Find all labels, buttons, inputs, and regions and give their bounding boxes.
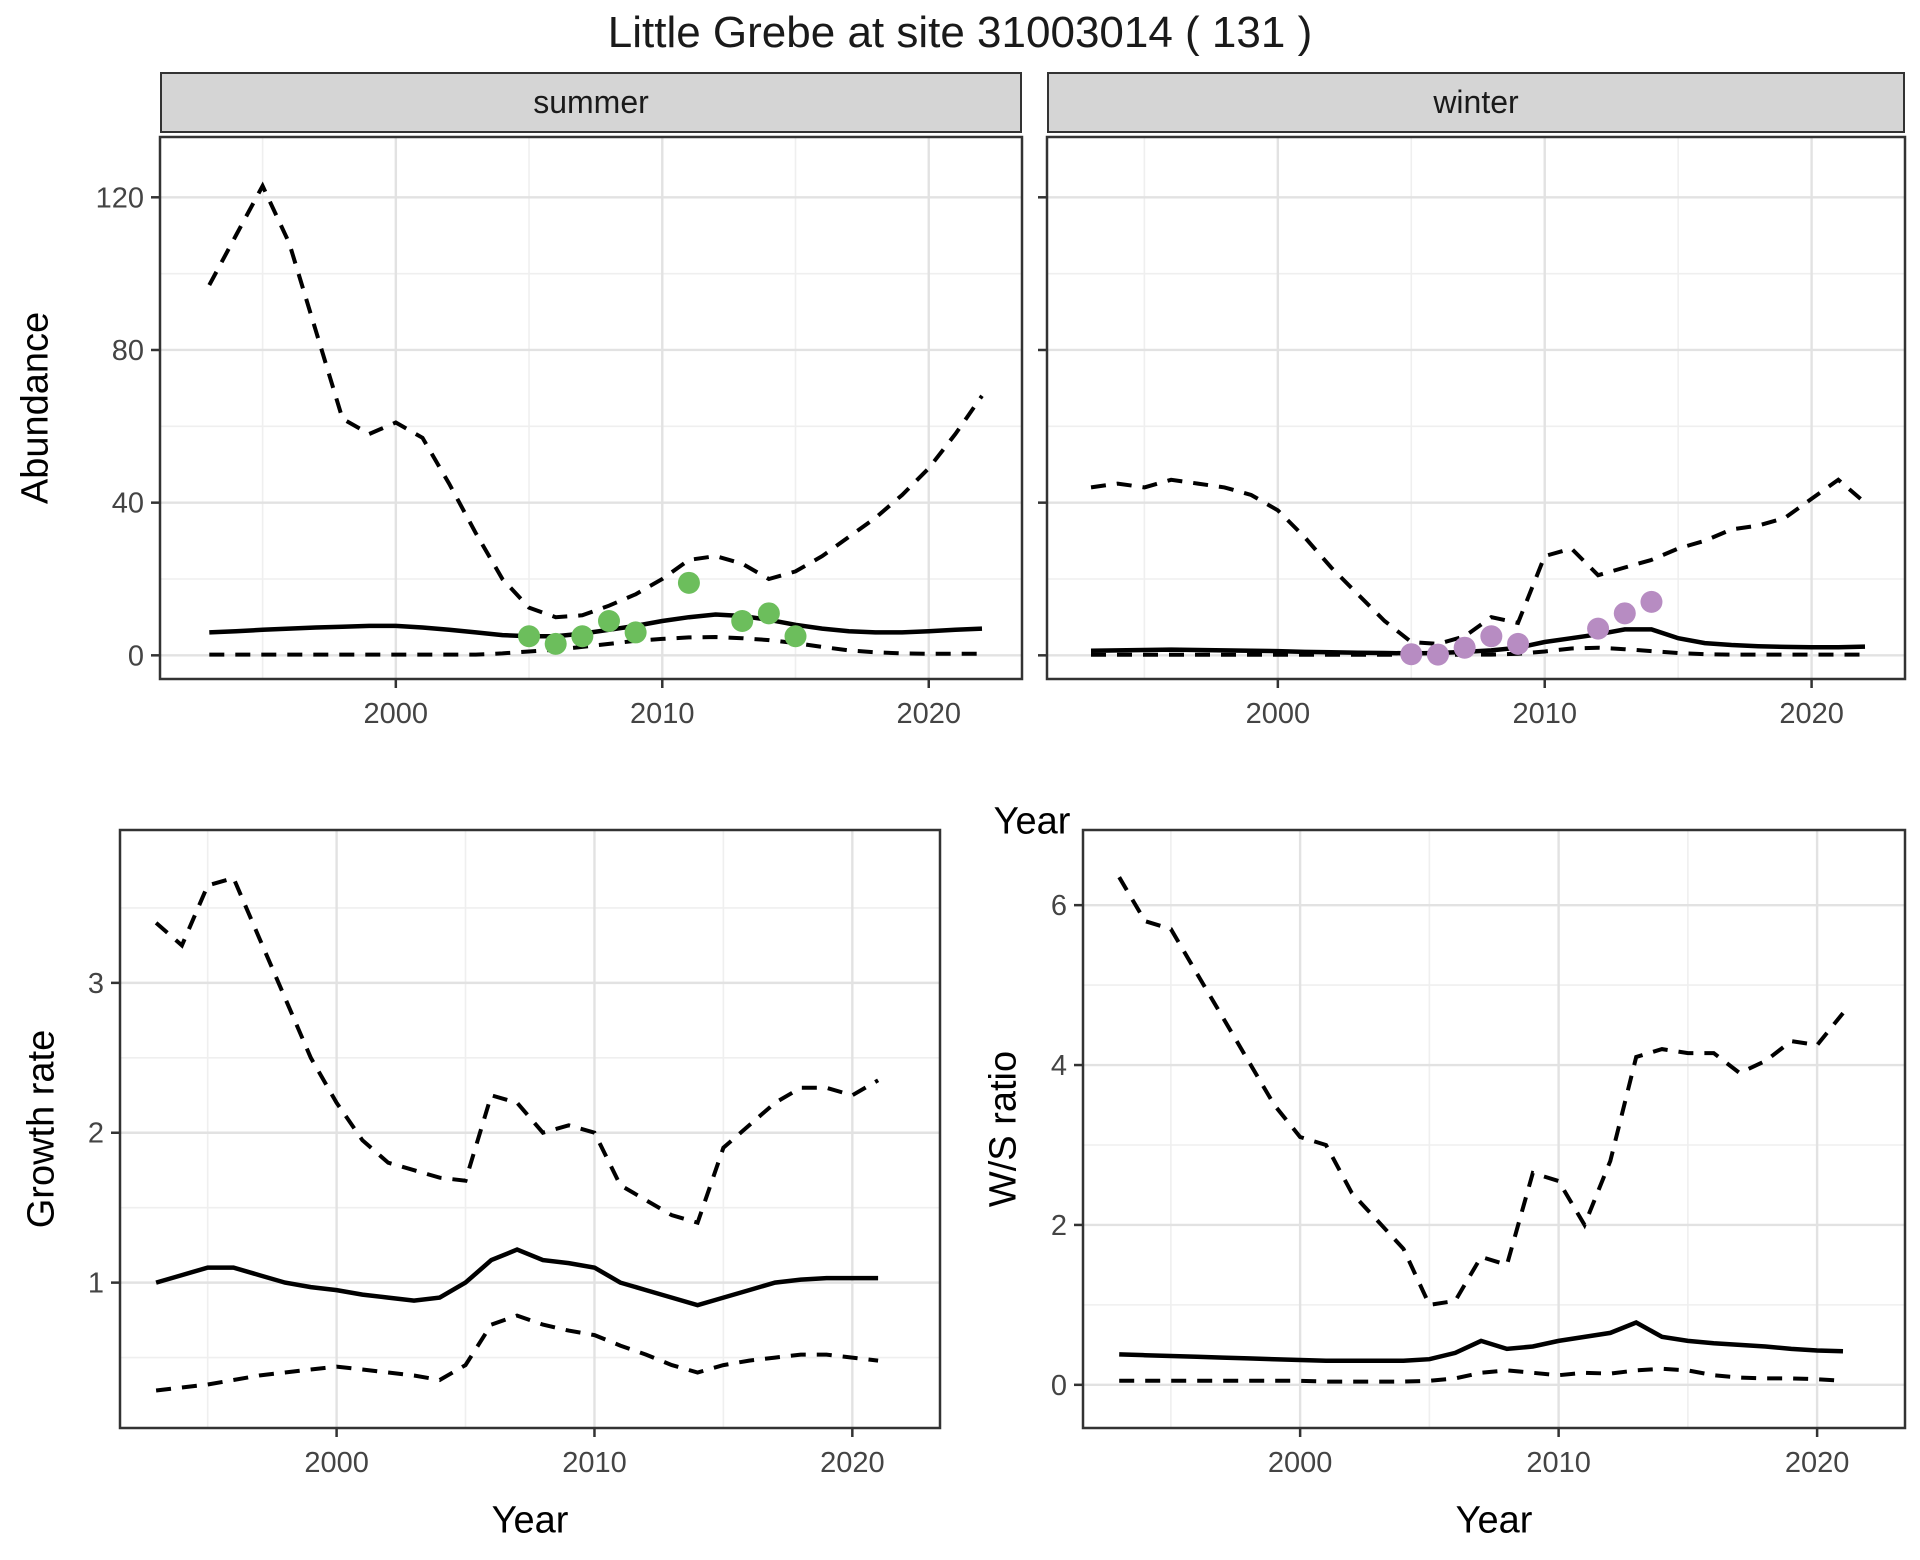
series-mean bbox=[155, 1247, 879, 1308]
data-point-winter bbox=[1453, 636, 1476, 659]
y-axis-title-ws-ratio: W/S ratio bbox=[982, 1050, 1025, 1208]
x-tick-label: 2010 bbox=[1512, 698, 1577, 730]
x-tick-label: 2020 bbox=[1779, 698, 1844, 730]
y-tick-label: 2 bbox=[1051, 1210, 1067, 1242]
series-upper-ci bbox=[207, 181, 984, 620]
y-tick-label: 3 bbox=[88, 968, 104, 1000]
series-mean bbox=[1119, 1320, 1844, 1364]
y-axis-title-abundance: Abundance bbox=[14, 311, 57, 505]
y-tick-label: 0 bbox=[128, 640, 144, 672]
y-tick-label: 2 bbox=[88, 1118, 104, 1150]
x-tick-label: 2020 bbox=[1785, 1447, 1850, 1479]
data-point-summer bbox=[518, 625, 541, 648]
y-tick-label: 40 bbox=[112, 488, 144, 520]
data-point-winter bbox=[1507, 632, 1530, 655]
y-tick-label: 4 bbox=[1051, 1050, 1067, 1082]
data-point-winter bbox=[1426, 643, 1449, 666]
y-axis-title-growth-rate: Growth rate bbox=[20, 1029, 63, 1229]
series-mean bbox=[209, 612, 983, 639]
data-point-winter bbox=[1613, 602, 1636, 625]
series-lower-ci bbox=[155, 1313, 879, 1393]
panel-border bbox=[1081, 828, 1907, 1430]
x-tick-label: 2020 bbox=[896, 698, 961, 730]
series-upper-ci bbox=[154, 875, 880, 1226]
x-tick-label: 2010 bbox=[630, 698, 695, 730]
x-tick-label: 2000 bbox=[1268, 1447, 1333, 1479]
panel-ratio: 2000 2010 2020 0 2 4 6 bbox=[1051, 828, 1907, 1479]
x-tick-label: 2010 bbox=[1526, 1447, 1591, 1479]
data-point-winter bbox=[1480, 625, 1503, 648]
x-tick-label: 2000 bbox=[364, 698, 429, 730]
data-point-winter bbox=[1640, 590, 1663, 613]
data-point-summer bbox=[597, 609, 620, 632]
panel-border bbox=[118, 828, 942, 1430]
series-upper-ci bbox=[1117, 876, 1845, 1308]
panel-border bbox=[1045, 135, 1907, 681]
panel-winter: 2000 2010 2020 bbox=[1038, 135, 1907, 730]
y-tick-label: 6 bbox=[1051, 890, 1067, 922]
facet-strip-summer-label: summer bbox=[533, 84, 649, 120]
facet-strip-winter-label: winter bbox=[1433, 84, 1519, 120]
facet-strip-winter: winter bbox=[1047, 72, 1905, 133]
series-mean bbox=[1090, 627, 1866, 656]
series-lower-ci bbox=[1119, 1366, 1844, 1384]
data-point-summer bbox=[784, 625, 807, 648]
x-axis-title-year-bottom-left: Year bbox=[491, 1499, 569, 1542]
data-point-summer bbox=[677, 571, 700, 594]
data-point-summer bbox=[757, 602, 780, 625]
x-tick-label: 2020 bbox=[820, 1447, 885, 1479]
x-axis-title-year-bottom-right: Year bbox=[1455, 1499, 1533, 1542]
y-tick-label: 1 bbox=[88, 1268, 104, 1300]
data-point-winter bbox=[1587, 617, 1610, 640]
x-tick-label: 2000 bbox=[304, 1447, 369, 1479]
page-title: Little Grebe at site 31003014 ( 131 ) bbox=[607, 8, 1313, 57]
y-tick-label: 80 bbox=[112, 335, 144, 367]
x-tick-label: 2010 bbox=[562, 1447, 627, 1479]
panel-summer: 2000 2010 2020 0 40 80 120 bbox=[96, 135, 1024, 730]
facet-strip-summer: summer bbox=[160, 72, 1022, 133]
panel-growth: 2000 2010 2020 1 2 3 bbox=[88, 828, 942, 1479]
y-tick-label: 120 bbox=[96, 182, 144, 214]
panel-border bbox=[158, 135, 1024, 681]
data-point-winter bbox=[1400, 643, 1423, 666]
data-point-summer bbox=[731, 609, 754, 632]
series-upper-ci bbox=[1090, 477, 1867, 646]
y-tick-label: 0 bbox=[1051, 1370, 1067, 1402]
x-tick-label: 2000 bbox=[1246, 698, 1311, 730]
data-point-summer bbox=[544, 632, 567, 655]
data-point-summer bbox=[571, 625, 594, 648]
x-axis-title-year-top: Year bbox=[993, 800, 1071, 843]
data-point-summer bbox=[624, 621, 647, 644]
